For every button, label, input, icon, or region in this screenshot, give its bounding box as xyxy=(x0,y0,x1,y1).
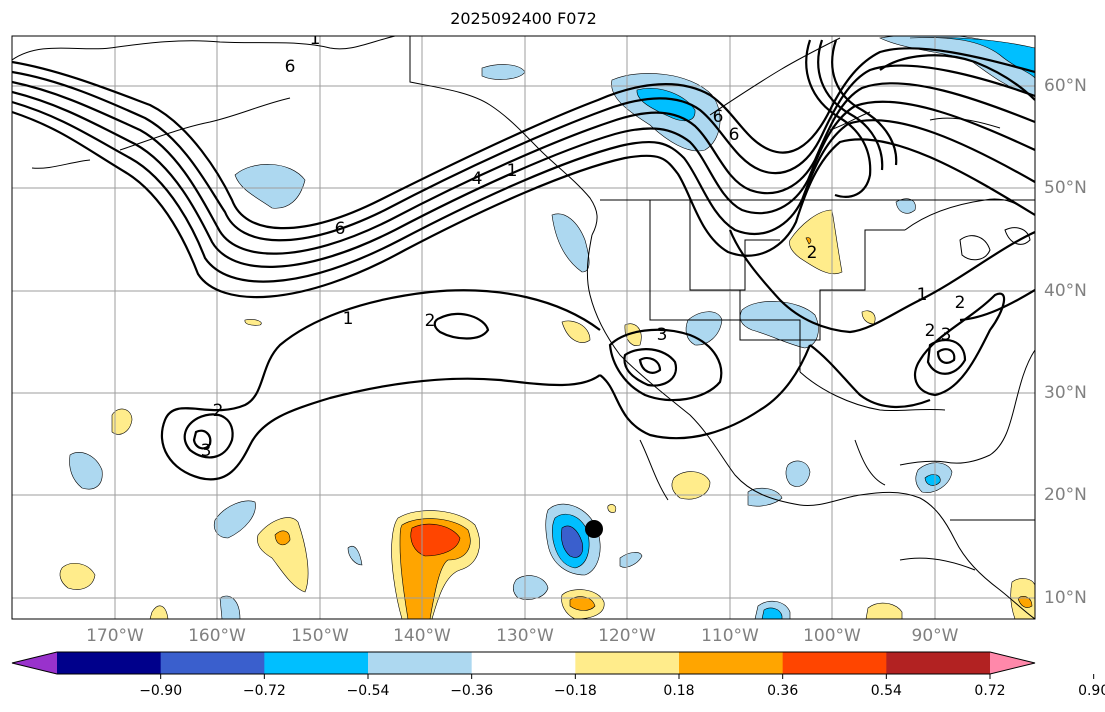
contour-label: 6 xyxy=(713,107,724,127)
shade-blob xyxy=(569,596,596,611)
lat-label-60n: 60°N xyxy=(1044,76,1087,96)
contour-label: 2 xyxy=(213,401,224,421)
colorbar-tick-label: −0.54 xyxy=(346,683,390,699)
lat-label-50n: 50°N xyxy=(1044,178,1087,198)
contour-label: 2 xyxy=(425,311,436,331)
contour-label: 3 xyxy=(941,325,952,345)
lat-label-10n: 10°N xyxy=(1044,588,1087,608)
colorbar-tick-label: −0.72 xyxy=(242,683,286,699)
shade-blob xyxy=(619,552,643,568)
contour-label: 4 xyxy=(472,169,483,189)
contour-lines xyxy=(12,39,1035,481)
lon-label-140w: 140°W xyxy=(393,626,451,646)
map-title: 2025092400 F072 xyxy=(450,9,597,28)
shade-blob xyxy=(149,605,169,619)
lon-label-170w: 170°W xyxy=(86,626,144,646)
colorbar-cell xyxy=(471,652,576,674)
contour-label: 6 xyxy=(285,57,296,77)
colorbar-tick-label: 0.54 xyxy=(870,683,902,699)
lon-label-120w: 120°W xyxy=(598,626,656,646)
shade-blob xyxy=(69,451,103,490)
shade-blob xyxy=(1017,596,1033,608)
colorbar-extend-min xyxy=(12,652,57,674)
shade-blob xyxy=(607,504,617,513)
contour-label: 2 xyxy=(955,293,966,313)
colorbar-tick-label: −0.90 xyxy=(139,683,183,699)
shade-blob xyxy=(274,530,291,546)
contour-label: 1 xyxy=(310,29,321,49)
shade-blob xyxy=(244,319,262,326)
lat-label-30n: 30°N xyxy=(1044,383,1087,403)
map-frame xyxy=(11,35,1036,620)
shade-blob xyxy=(257,517,309,593)
shade-blob xyxy=(347,545,363,566)
storm-center-marker xyxy=(585,520,603,538)
lon-label-130w: 130°W xyxy=(496,626,554,646)
colorbar-cell xyxy=(782,652,887,674)
shade-blob xyxy=(785,460,811,487)
colorbar-tick-label: 0.18 xyxy=(663,683,695,699)
graticule xyxy=(12,36,1035,619)
colorbar-tick-label: −0.18 xyxy=(553,683,597,699)
shade-blob xyxy=(895,198,916,214)
shade-blob xyxy=(234,164,306,209)
colorbar-extend-max xyxy=(990,652,1035,674)
shade-blob xyxy=(561,525,583,558)
contour-label: 3 xyxy=(201,441,212,461)
colorbar-tick-label: 0.90 xyxy=(1078,683,1105,699)
shade-blob xyxy=(909,37,1035,79)
colorbar-tick-label: −0.36 xyxy=(450,683,494,699)
shade-blob xyxy=(739,301,819,349)
shade-blob xyxy=(219,595,241,619)
lat-label-20n: 20°N xyxy=(1044,485,1087,505)
contour-label: 1 xyxy=(343,309,354,329)
shade-blob xyxy=(747,487,783,507)
lon-label-90w: 90°W xyxy=(911,626,959,646)
colorbar-cell xyxy=(57,652,162,674)
shade-blob xyxy=(805,237,812,245)
shade-blob xyxy=(671,471,711,500)
colorbar-cell xyxy=(368,652,473,674)
lon-label-160w: 160°W xyxy=(188,626,246,646)
colorbar-cell xyxy=(160,652,265,674)
shade-blob xyxy=(111,408,133,435)
colorbar-cell xyxy=(264,652,369,674)
lon-label-110w: 110°W xyxy=(701,626,759,646)
colorbar-tick-label: 0.72 xyxy=(974,683,1006,699)
contour-label: 2 xyxy=(807,243,818,263)
shade-blob xyxy=(551,213,590,273)
colorbar-cell xyxy=(886,652,991,674)
colorbar-outline xyxy=(11,651,1036,675)
contour-label: 1 xyxy=(917,285,928,305)
lon-label-150w: 150°W xyxy=(291,626,349,646)
shade-blob xyxy=(924,474,941,486)
shade-blob xyxy=(624,323,642,346)
contour-label: 3 xyxy=(657,325,668,345)
contour-label: 2 xyxy=(925,321,936,341)
contour-label: 6 xyxy=(335,219,346,239)
shade-blob xyxy=(789,209,843,275)
contour-label: 6 xyxy=(729,125,740,145)
anomaly-shading xyxy=(59,36,1035,619)
colorbar-cell xyxy=(679,652,784,674)
colorbar-cell xyxy=(575,652,680,674)
shade-blob xyxy=(636,88,696,122)
colorbar-tick-label: 0.36 xyxy=(767,683,799,699)
shade-blob xyxy=(410,523,461,557)
colorbar xyxy=(11,651,1095,679)
shade-blob xyxy=(865,602,903,619)
contour-labels: 6 6 4 1 6 6 1 2 2 3 3 2 2 1 2 3 1 xyxy=(201,29,966,461)
lon-label-100w: 100°W xyxy=(803,626,861,646)
lat-label-40n: 40°N xyxy=(1044,281,1087,301)
shade-blob xyxy=(561,320,591,343)
contour-label: 1 xyxy=(507,161,518,181)
shade-blob xyxy=(59,562,96,590)
